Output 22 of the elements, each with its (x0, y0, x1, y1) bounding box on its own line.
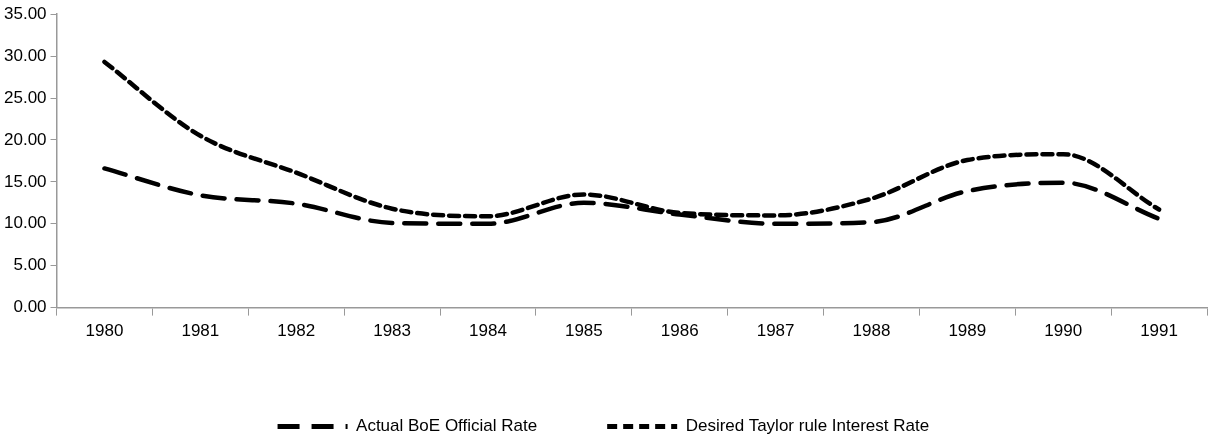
x-tick-label: 1991 (1140, 321, 1178, 341)
x-tick-label: 1980 (85, 321, 124, 341)
x-tick-label: 1985 (564, 321, 603, 341)
x-tick-label: 1988 (852, 321, 891, 341)
y-tick-label: 15.00 (3, 171, 47, 191)
x-tick-label: 1990 (1044, 321, 1083, 341)
y-tick-label: 30.00 (3, 45, 47, 65)
y-tick-label: 0.00 (13, 297, 47, 317)
y-tick-label: 25.00 (3, 87, 47, 107)
x-tick-label: 1981 (181, 321, 220, 341)
x-tick-label: 1987 (756, 321, 795, 341)
y-tick-label: 20.00 (3, 129, 47, 149)
y-tick-label: 5.00 (13, 255, 47, 275)
y-tick-label: 10.00 (3, 213, 47, 233)
x-tick-label: 1982 (277, 321, 316, 341)
x-tick-label: 1986 (660, 321, 699, 341)
x-tick-label: 1989 (948, 321, 987, 341)
legend-label: Actual BoE Official Rate (356, 416, 538, 436)
x-tick-label: 1984 (469, 321, 507, 341)
y-tick-label: 35.00 (3, 3, 47, 23)
legend-label: Desired Taylor rule Interest Rate (685, 416, 930, 436)
x-tick-label: 1983 (373, 321, 412, 341)
